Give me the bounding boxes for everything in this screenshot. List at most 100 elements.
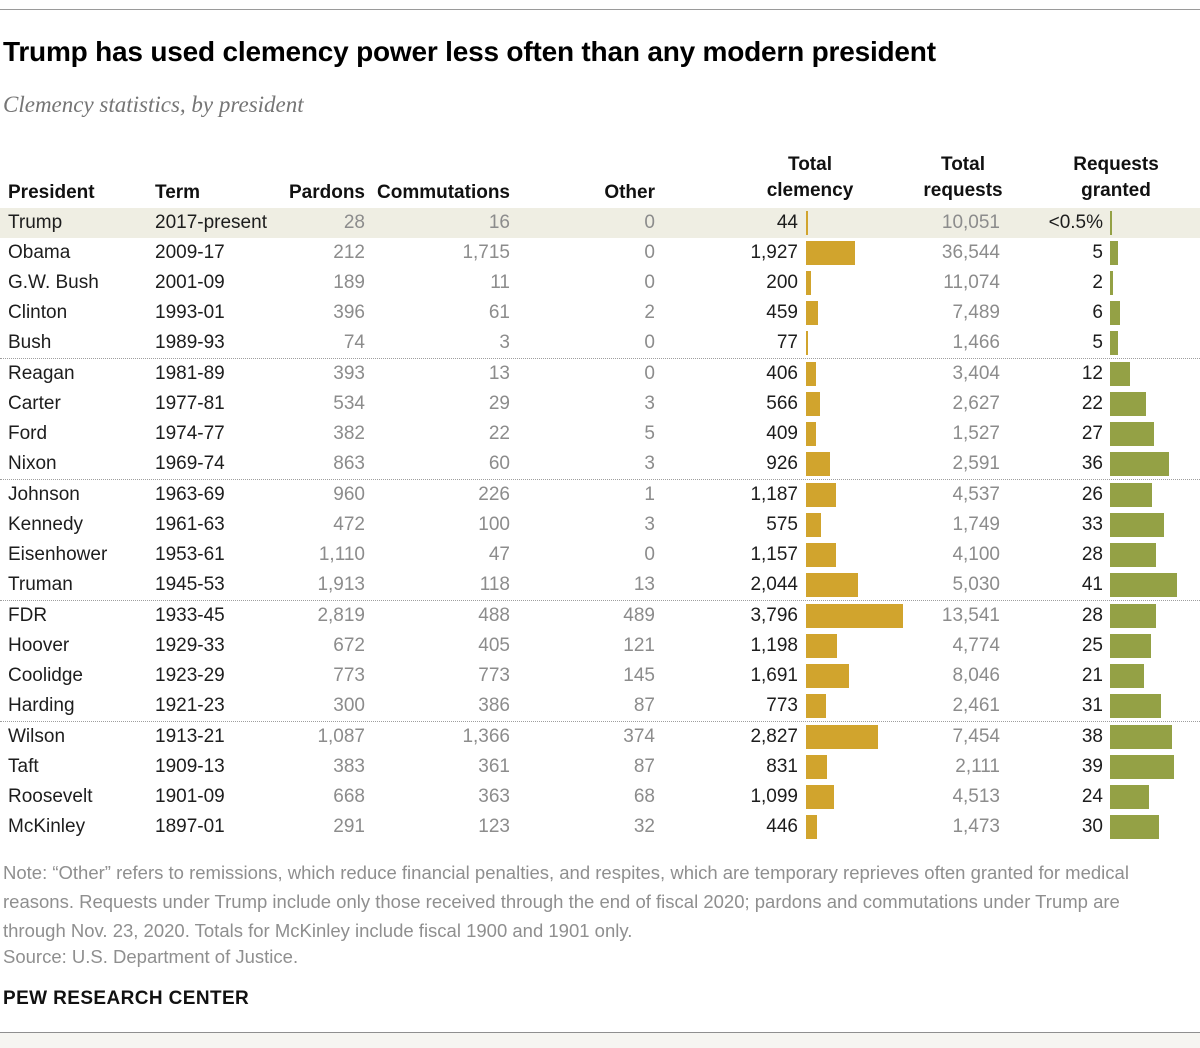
total-clemency-bar-cell — [798, 449, 906, 479]
requests-granted-bar-cell — [1103, 752, 1200, 782]
row-commutations: 118 — [479, 574, 510, 595]
col-header-commutations: Commutations — [377, 182, 510, 203]
row-term: 2001-09 — [155, 272, 225, 293]
row-requests-granted: 6 — [1092, 302, 1103, 323]
table-row: Nixon 1969-74 863 60 3 926 2,591 36 — [0, 449, 1200, 480]
requests-granted-bar — [1110, 422, 1155, 446]
row-total-requests: 3,404 — [952, 363, 1000, 384]
total-clemency-bar — [806, 331, 808, 355]
table-row: Wilson 1913-21 1,087 1,366 374 2,827 7,454 38 — [0, 722, 1200, 752]
total-clemency-bar-cell — [798, 782, 906, 812]
total-clemency-bar-cell — [798, 752, 906, 782]
row-total-clemency: 44 — [776, 212, 798, 233]
row-term: 1953-61 — [155, 544, 225, 565]
row-term: 1961-63 — [155, 514, 225, 535]
row-total-requests: 1,473 — [952, 816, 1000, 837]
row-commutations: 405 — [478, 635, 510, 656]
row-other: 374 — [623, 726, 655, 747]
total-clemency-bar — [806, 725, 879, 749]
total-clemency-bar-cell — [798, 480, 906, 510]
table-row: Clinton 1993-01 396 61 2 459 7,489 6 — [0, 298, 1200, 328]
row-commutations: 61 — [488, 302, 510, 323]
table-row: Ford 1974-77 382 22 5 409 1,527 27 — [0, 419, 1200, 449]
row-term: 1897-01 — [155, 816, 225, 837]
row-term: 1921-23 — [155, 695, 225, 716]
total-clemency-bar-cell — [798, 691, 906, 721]
total-clemency-bar-cell — [798, 208, 906, 238]
total-clemency-bar — [806, 241, 856, 265]
row-commutations: 488 — [478, 605, 510, 626]
row-requests-granted: 30 — [1081, 816, 1103, 837]
row-pardons: 212 — [333, 242, 365, 263]
row-president: McKinley — [8, 816, 86, 837]
row-requests-granted: 2 — [1092, 272, 1103, 293]
row-other: 0 — [644, 544, 655, 565]
row-requests-granted: 36 — [1081, 453, 1103, 474]
row-term: 1974-77 — [155, 423, 225, 444]
table-row: Roosevelt 1901-09 668 363 68 1,099 4,513 24 — [0, 782, 1200, 812]
row-other: 32 — [633, 816, 655, 837]
table-row: Eisenhower 1953-61 1,110 47 0 1,157 4,100 28 — [0, 540, 1200, 570]
row-other: 3 — [644, 393, 655, 414]
chart-subtitle: Clemency statistics, by president — [3, 92, 304, 117]
row-other: 121 — [623, 635, 655, 656]
row-requests-granted: 21 — [1081, 665, 1103, 686]
total-clemency-bar — [806, 604, 904, 628]
footnote: Note: “Other” refers to remissions, whic… — [3, 862, 1129, 941]
table-header-row: President Term Pardons Commutations Othe… — [0, 145, 1200, 207]
bottom-border-line — [0, 1032, 1200, 1033]
row-pardons: 382 — [333, 423, 365, 444]
total-clemency-bar — [806, 392, 821, 416]
total-clemency-bar — [806, 755, 828, 779]
row-pardons: 534 — [333, 393, 365, 414]
table-row: Trump 2017-present 28 16 0 44 10,051 <0.5% — [0, 208, 1200, 238]
requests-granted-bar-cell — [1103, 208, 1200, 238]
row-president: Truman — [8, 574, 73, 595]
requests-granted-bar — [1110, 513, 1164, 537]
row-term: 1945-53 — [155, 574, 225, 595]
requests-granted-bar-cell — [1103, 631, 1200, 661]
row-other: 5 — [644, 423, 655, 444]
row-pardons: 383 — [333, 756, 365, 777]
requests-granted-bar-cell — [1103, 480, 1200, 510]
total-clemency-bar — [806, 634, 837, 658]
row-other: 13 — [633, 574, 655, 595]
total-clemency-bar-cell — [798, 540, 906, 570]
total-clemency-bar-cell — [798, 268, 906, 298]
row-pardons: 472 — [333, 514, 365, 535]
row-requests-granted: 39 — [1081, 756, 1103, 777]
total-clemency-bar-cell — [798, 389, 906, 419]
row-total-clemency: 409 — [766, 423, 798, 444]
row-total-requests: 2,627 — [952, 393, 1000, 414]
row-commutations: 60 — [488, 453, 510, 474]
row-requests-granted: 41 — [1081, 574, 1103, 595]
requests-granted-bar-cell — [1103, 722, 1200, 752]
row-commutations: 16 — [488, 212, 510, 233]
requests-granted-bar-cell — [1103, 298, 1200, 328]
row-president: FDR — [8, 605, 48, 626]
row-president: Eisenhower — [8, 544, 108, 565]
top-border-line — [0, 9, 1200, 10]
row-pardons: 74 — [343, 332, 365, 353]
row-commutations: 13 — [488, 363, 510, 384]
row-commutations: 29 — [488, 393, 510, 414]
row-president: Bush — [8, 332, 52, 353]
row-total-requests: 5,030 — [952, 574, 1000, 595]
row-pardons: 863 — [333, 453, 365, 474]
row-commutations: 773 — [478, 665, 510, 686]
row-total-clemency: 773 — [766, 695, 798, 716]
requests-granted-bar — [1110, 392, 1146, 416]
row-commutations: 22 — [488, 423, 510, 444]
table-row: Harding 1921-23 300 386 87 773 2,461 31 — [0, 691, 1200, 722]
row-total-requests: 36,544 — [941, 242, 1000, 263]
row-president: Carter — [8, 393, 61, 414]
row-president: Kennedy — [8, 514, 84, 535]
requests-granted-bar-cell — [1103, 419, 1200, 449]
row-president: Clinton — [8, 302, 68, 323]
row-other: 87 — [633, 756, 655, 777]
row-president: Taft — [8, 756, 39, 777]
total-clemency-bar — [806, 211, 808, 235]
row-requests-granted: 28 — [1081, 544, 1103, 565]
requests-granted-bar — [1110, 634, 1151, 658]
requests-granted-bar — [1110, 271, 1114, 295]
